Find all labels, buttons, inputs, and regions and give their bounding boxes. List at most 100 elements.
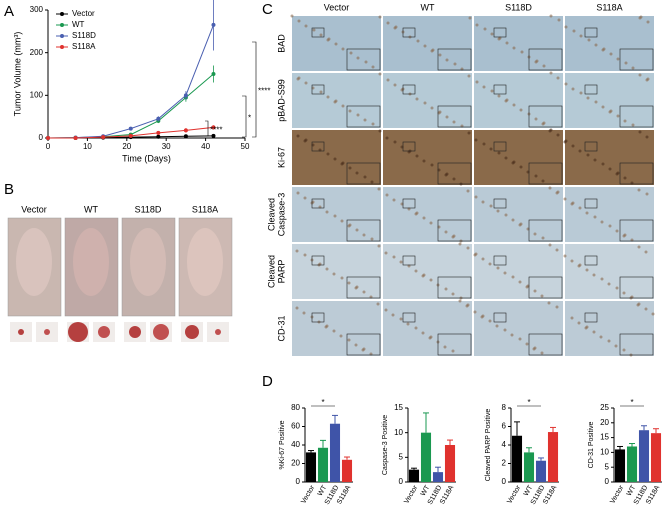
stain (601, 105, 605, 109)
roi (493, 141, 507, 152)
sig-label: * (248, 114, 251, 123)
stain (326, 38, 330, 42)
point (211, 22, 216, 27)
stain (474, 138, 478, 142)
roi (402, 84, 416, 95)
stain (326, 152, 330, 156)
roi (493, 312, 507, 323)
y-tick-label: 200 (30, 48, 44, 57)
stain (511, 275, 515, 279)
bar (317, 447, 329, 482)
stain (393, 26, 397, 30)
stain (534, 174, 538, 178)
stain (458, 242, 462, 246)
stain (451, 235, 455, 239)
ihc-image (565, 187, 654, 242)
stain (430, 106, 434, 110)
x-tick-label: Vector (300, 484, 316, 505)
stain (599, 335, 603, 339)
stain (355, 171, 359, 175)
bar (329, 423, 341, 482)
stain (377, 187, 381, 191)
stain (623, 176, 627, 180)
bar (432, 472, 444, 482)
y-axis-label: Cleaved PARP Positive (485, 409, 492, 482)
stain (616, 57, 620, 61)
stain (489, 204, 493, 208)
stain (644, 250, 648, 254)
row-label: BAD (276, 34, 286, 53)
stain (577, 321, 581, 325)
tumor (68, 322, 88, 342)
stain (637, 188, 641, 192)
stain (636, 303, 640, 307)
stain (549, 71, 553, 75)
stain (452, 177, 456, 181)
stain (601, 48, 605, 52)
stain (475, 80, 479, 84)
stain (549, 14, 553, 18)
y-tick-label: 40 (291, 440, 300, 449)
inset (619, 219, 654, 242)
stain (637, 245, 641, 249)
photo-label: S118D (135, 204, 162, 214)
stain (563, 140, 567, 144)
sig-label: **** (210, 126, 222, 135)
roi (584, 141, 598, 152)
inset (528, 333, 563, 356)
stain (512, 46, 516, 50)
stain (497, 151, 501, 155)
bar (511, 435, 523, 482)
inset (619, 333, 654, 356)
column-label: Vector (324, 2, 350, 12)
y-axis-label: Tumor Volume (mm³) (12, 32, 22, 117)
y-tick-label: 25 (600, 403, 609, 412)
stain (303, 196, 307, 200)
stain (399, 317, 403, 321)
y-tick-label: 20 (291, 459, 300, 468)
stain (333, 100, 337, 104)
stain (488, 319, 492, 323)
point (183, 128, 188, 133)
stain (622, 348, 626, 352)
stain (385, 193, 389, 197)
panel-label: C (262, 1, 273, 18)
stain (363, 175, 367, 179)
stain (303, 139, 307, 143)
stain (480, 315, 484, 319)
stain (548, 243, 552, 247)
stain (445, 115, 449, 119)
stain (414, 326, 418, 330)
stain (452, 120, 456, 124)
stain (503, 328, 507, 332)
stain (393, 83, 397, 87)
stain (451, 349, 455, 353)
bar (638, 430, 650, 482)
stain (594, 100, 598, 104)
sig-bracket (252, 41, 257, 138)
roi (311, 27, 325, 38)
stain (415, 97, 419, 101)
point (211, 72, 216, 76)
stain (341, 47, 345, 51)
stain (504, 156, 508, 160)
tumor (44, 329, 50, 335)
stain (421, 331, 425, 335)
stain (356, 56, 360, 60)
stain (325, 267, 329, 271)
stain (533, 289, 537, 293)
stain (414, 212, 418, 216)
sig-label: **** (258, 87, 270, 96)
ihc-image (565, 16, 654, 71)
x-tick-label: Vector (403, 484, 419, 505)
stain (587, 38, 591, 42)
stain (571, 87, 575, 91)
sig-label: * (630, 398, 633, 407)
stain (556, 76, 560, 80)
stain (512, 103, 516, 107)
y-tick-label: 60 (291, 422, 300, 431)
y-tick-label: 0 (296, 477, 301, 486)
legend-label: S118A (72, 42, 96, 51)
x-tick-label: WT (626, 484, 638, 498)
x-tick-label: WT (523, 484, 535, 498)
